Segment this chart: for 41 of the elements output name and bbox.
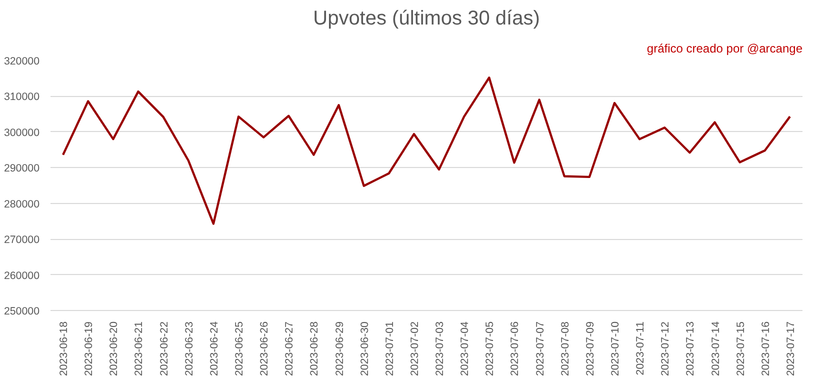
x-tick-label: 2023-07-06 — [509, 321, 522, 376]
x-tick-label: 2023-07-14 — [710, 321, 722, 376]
x-tick-label: 2023-06-27 — [284, 321, 296, 376]
line-series — [62, 76, 792, 225]
x-tick-label: 2023-06-28 — [308, 321, 321, 376]
x-tick-label: 2023-07-07 — [534, 321, 546, 376]
x-tick-label: 2023-06-21 — [133, 321, 146, 376]
x-tick-label: 2023-07-16 — [760, 321, 772, 376]
x-tick-label: 2023-06-30 — [358, 321, 371, 376]
x-tick-label: 2023-07-09 — [584, 321, 596, 376]
y-tick-label: 280000 — [4, 198, 40, 210]
x-tick-label: 2023-06-26 — [258, 321, 271, 376]
y-tick-label: 270000 — [4, 234, 40, 246]
x-tick-label: 2023-06-25 — [234, 321, 246, 376]
x-tick-label: 2023-07-13 — [684, 321, 697, 376]
x-tick-label: 2023-07-10 — [610, 321, 622, 376]
x-tick-label: 2023-07-03 — [434, 321, 446, 376]
x-tick-label: 2023-07-04 — [459, 321, 472, 376]
x-tick-label: 2023-06-23 — [183, 321, 196, 376]
x-tick-label: 2023-06-18 — [58, 321, 70, 376]
x-tick-label: 2023-06-19 — [83, 321, 96, 376]
x-tick-label: 2023-07-15 — [734, 321, 747, 376]
y-tick-label: 310000 — [4, 91, 40, 104]
y-tick-label: 320000 — [4, 56, 40, 68]
y-tick-label: 260000 — [4, 270, 40, 282]
x-tick-label: 2023-06-29 — [334, 321, 346, 376]
y-tick-label: 300000 — [4, 126, 40, 139]
x-tick-label: 2023-07-12 — [660, 321, 672, 376]
text: gráfico creado por @arcange — [646, 42, 803, 56]
x-tick-label: 2023-06-24 — [208, 321, 220, 376]
x-tick-label: 2023-07-01 — [384, 321, 396, 376]
chart-title: Upvotes (últimos 30 días) — [313, 8, 540, 30]
x-tick-label: 2023-07-17 — [784, 321, 797, 376]
y-tick-label: 290000 — [4, 162, 40, 175]
x-tick-label: 2023-07-02 — [408, 321, 421, 376]
x-tick-label: 2023-06-22 — [158, 321, 170, 376]
x-tick-label: 2023-07-08 — [559, 321, 572, 376]
y-tick-label: 250000 — [4, 306, 40, 318]
x-tick-label: 2023-06-20 — [108, 321, 120, 376]
x-tick-label: 2023-07-05 — [484, 321, 496, 376]
x-tick-label: 2023-07-11 — [634, 321, 647, 376]
